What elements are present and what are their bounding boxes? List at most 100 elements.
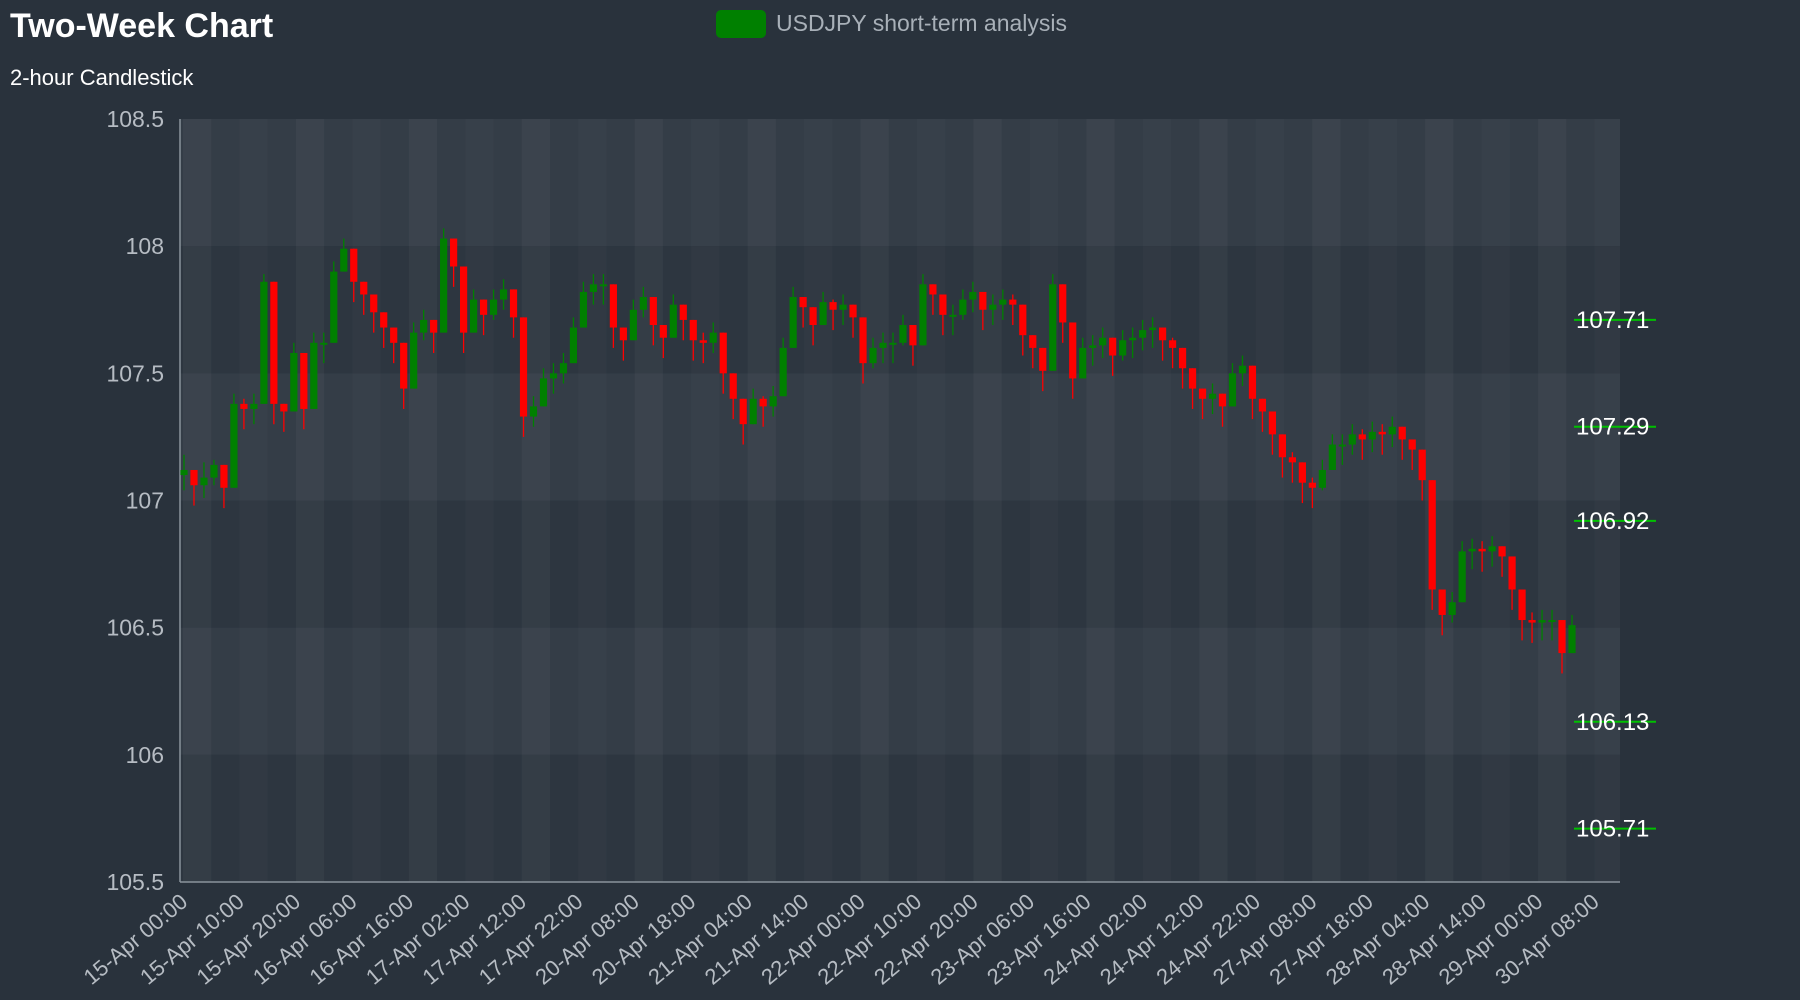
candle xyxy=(1278,434,1287,478)
candle-body xyxy=(569,327,578,364)
candle xyxy=(180,454,188,491)
axes xyxy=(179,119,1620,883)
candle-body xyxy=(699,340,707,343)
candle-body xyxy=(999,299,1007,305)
candle xyxy=(979,291,987,331)
candle xyxy=(380,312,388,348)
candle-body xyxy=(1368,431,1376,440)
candle xyxy=(999,289,1007,320)
candle xyxy=(909,325,917,366)
candle xyxy=(420,309,428,341)
candle xyxy=(1208,383,1217,415)
candle-body xyxy=(1398,426,1406,440)
candle xyxy=(889,332,897,364)
candle-body xyxy=(839,304,847,310)
candle-body xyxy=(1029,335,1037,348)
candle-body xyxy=(579,291,588,328)
candle-body xyxy=(1129,337,1137,341)
candle-body xyxy=(949,314,957,317)
candle xyxy=(360,281,368,315)
candle-body xyxy=(1568,625,1576,654)
candle xyxy=(450,238,458,287)
candle-body xyxy=(260,281,268,404)
candle xyxy=(1508,556,1516,610)
candle xyxy=(759,396,767,427)
candle-body xyxy=(1358,434,1366,440)
candle-body xyxy=(1268,411,1277,435)
candle xyxy=(430,319,438,353)
candle-body xyxy=(639,297,647,310)
candle-body xyxy=(1158,327,1167,341)
candle xyxy=(250,393,258,425)
candle-body xyxy=(1248,365,1257,399)
candle xyxy=(1488,536,1496,567)
candle-body xyxy=(1188,368,1197,389)
candle xyxy=(1398,426,1406,460)
candle-body xyxy=(989,304,997,310)
candle-body xyxy=(759,398,767,407)
candle-body xyxy=(360,281,368,295)
candle xyxy=(240,398,248,430)
candle-body xyxy=(1059,284,1067,323)
candle-body xyxy=(1069,322,1077,379)
candle-body xyxy=(1168,340,1177,348)
candle xyxy=(280,403,288,432)
candle xyxy=(200,462,208,498)
candle xyxy=(639,286,647,318)
candle-body xyxy=(1218,393,1227,407)
x-band xyxy=(465,119,493,882)
candle xyxy=(799,297,807,328)
y-tick-label: 105.5 xyxy=(106,869,164,895)
candle-body xyxy=(1039,347,1047,371)
y-band xyxy=(180,754,1620,882)
candle-body xyxy=(350,248,358,282)
candle xyxy=(230,393,238,488)
candle-body xyxy=(499,289,508,300)
candle-body xyxy=(1228,373,1237,407)
candle xyxy=(190,469,198,506)
candle-body xyxy=(1388,426,1396,435)
candle-body xyxy=(769,396,777,407)
candle-body xyxy=(1438,589,1446,615)
candle-body xyxy=(380,312,388,328)
candle-body xyxy=(1288,457,1296,463)
candle-body xyxy=(509,289,518,318)
candle xyxy=(1079,337,1087,379)
candle-body xyxy=(489,299,498,315)
candle-body xyxy=(529,406,538,417)
candle xyxy=(1348,424,1356,455)
x-band xyxy=(352,119,380,882)
candle xyxy=(919,274,927,346)
candle-body xyxy=(659,325,667,338)
candle xyxy=(649,297,657,346)
candle xyxy=(290,342,298,412)
candle-body xyxy=(1558,620,1566,654)
candle xyxy=(1438,589,1446,636)
candle xyxy=(629,299,637,341)
candle-body xyxy=(469,299,478,333)
x-band xyxy=(973,119,1001,882)
candle-body xyxy=(829,302,837,310)
candle xyxy=(809,307,817,346)
candle-body xyxy=(849,304,857,318)
candle-body xyxy=(1278,434,1287,458)
candle xyxy=(1318,459,1326,491)
candle-body xyxy=(979,291,987,310)
candle xyxy=(709,322,717,353)
x-band xyxy=(861,119,889,882)
candle-body xyxy=(749,398,757,425)
candle xyxy=(400,342,408,409)
candle-body xyxy=(330,271,338,343)
y-band xyxy=(180,246,1620,374)
candle-body xyxy=(1478,548,1486,552)
candle-body xyxy=(629,309,637,341)
candle-body xyxy=(719,332,727,374)
legend-swatch xyxy=(716,10,766,38)
candle xyxy=(1538,609,1546,641)
legend[interactable]: USDJPY short-term analysis xyxy=(716,10,1067,38)
candle xyxy=(509,289,518,338)
x-band xyxy=(522,119,550,882)
candle xyxy=(659,325,667,359)
